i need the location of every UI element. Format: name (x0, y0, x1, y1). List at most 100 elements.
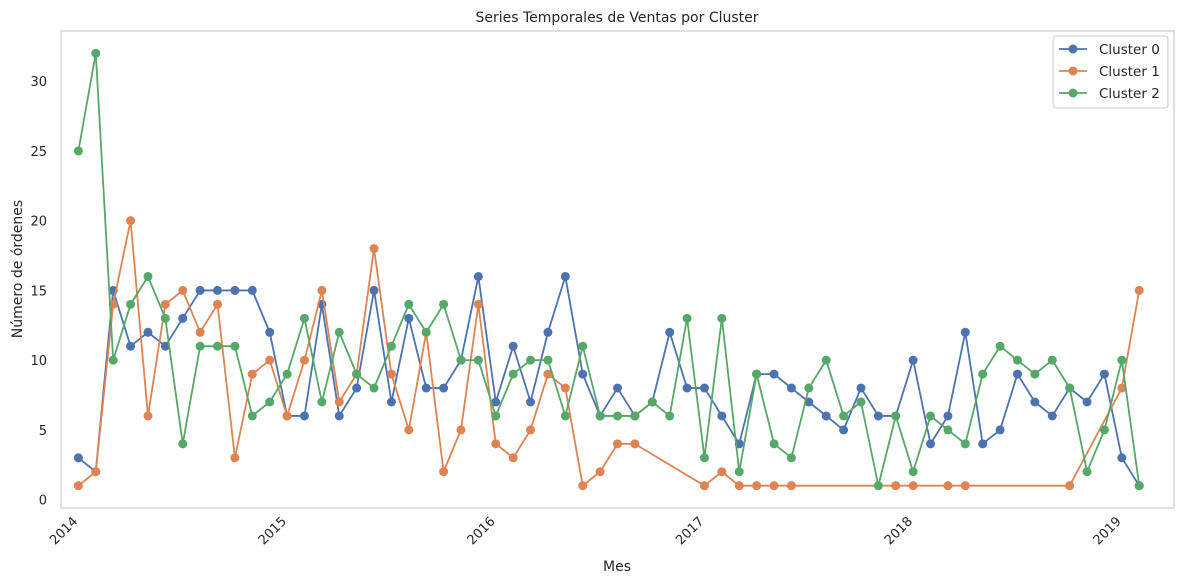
data-point (213, 341, 223, 351)
data-point (560, 411, 570, 421)
data-point (508, 369, 518, 379)
data-point (1047, 355, 1057, 365)
data-point (526, 355, 536, 365)
data-point (1099, 369, 1109, 379)
data-point (473, 271, 483, 281)
data-point (126, 216, 136, 226)
data-point (873, 481, 883, 491)
series-line (77, 275, 1140, 487)
data-point (213, 299, 223, 309)
data-point (352, 383, 362, 393)
data-point (595, 411, 605, 421)
data-point (299, 355, 309, 365)
data-point (786, 481, 796, 491)
data-point (1117, 355, 1127, 365)
data-point (1134, 285, 1144, 295)
series-line (77, 219, 1141, 487)
data-point (560, 271, 570, 281)
data-point (247, 285, 257, 295)
data-point (699, 481, 709, 491)
data-point (1065, 383, 1075, 393)
data-point (960, 481, 970, 491)
data-point (404, 425, 414, 435)
data-point (978, 439, 988, 449)
data-point (526, 425, 536, 435)
data-point (526, 397, 536, 407)
data-point (299, 313, 309, 323)
data-point (543, 355, 553, 365)
data-point (908, 355, 918, 365)
y-axis-label: Número de órdenes (10, 200, 26, 338)
data-point (230, 341, 240, 351)
data-point (560, 383, 570, 393)
data-point (978, 369, 988, 379)
data-point (1082, 397, 1092, 407)
data-point (682, 383, 692, 393)
data-point (960, 327, 970, 337)
data-point (213, 285, 223, 295)
data-point (230, 285, 240, 295)
data-point (769, 481, 779, 491)
data-point (926, 411, 936, 421)
data-point (317, 285, 327, 295)
data-point (473, 299, 483, 309)
data-point (1099, 425, 1109, 435)
y-tick-label: 15 (30, 284, 47, 299)
data-point (334, 397, 344, 407)
x-axis-label: Mes (603, 559, 631, 575)
data-point (734, 481, 744, 491)
data-point (543, 327, 553, 337)
legend-label: Cluster 0 (1099, 42, 1160, 58)
data-point (508, 341, 518, 351)
data-point (908, 481, 918, 491)
chart-title: Series Temporales de Ventas por Cluster (475, 10, 758, 26)
data-point (630, 411, 640, 421)
data-point (282, 369, 292, 379)
data-point (769, 369, 779, 379)
data-point (456, 425, 466, 435)
data-point (995, 341, 1005, 351)
data-point (421, 383, 431, 393)
data-point (91, 467, 101, 477)
data-point (73, 481, 83, 491)
data-point (160, 299, 170, 309)
data-point (247, 369, 257, 379)
data-point (160, 313, 170, 323)
data-point (352, 369, 362, 379)
data-point (195, 285, 205, 295)
data-point (143, 327, 153, 337)
data-point (682, 313, 692, 323)
data-point (752, 481, 762, 491)
data-point (613, 411, 622, 421)
data-point (995, 425, 1005, 435)
y-tick-label: 25 (30, 145, 47, 160)
data-point (299, 411, 309, 421)
data-point (926, 439, 936, 449)
data-point (143, 411, 153, 421)
data-point (473, 355, 483, 365)
data-point (630, 439, 640, 449)
data-point (195, 327, 205, 337)
legend-marker (1068, 88, 1078, 98)
data-point (717, 467, 727, 477)
data-point (1012, 369, 1022, 379)
data-point (1030, 369, 1040, 379)
data-point (369, 285, 379, 295)
data-point (786, 383, 796, 393)
data-point (491, 397, 501, 407)
data-point (578, 369, 588, 379)
data-point (334, 327, 344, 337)
data-point (439, 467, 449, 477)
data-point (856, 383, 866, 393)
data-point (126, 299, 136, 309)
data-point (1012, 355, 1022, 365)
data-point (1117, 453, 1127, 463)
data-point (369, 383, 379, 393)
data-point (421, 327, 431, 337)
data-point (804, 383, 814, 393)
data-point (230, 453, 240, 463)
data-point (717, 411, 727, 421)
data-point (665, 411, 675, 421)
data-point (386, 369, 396, 379)
